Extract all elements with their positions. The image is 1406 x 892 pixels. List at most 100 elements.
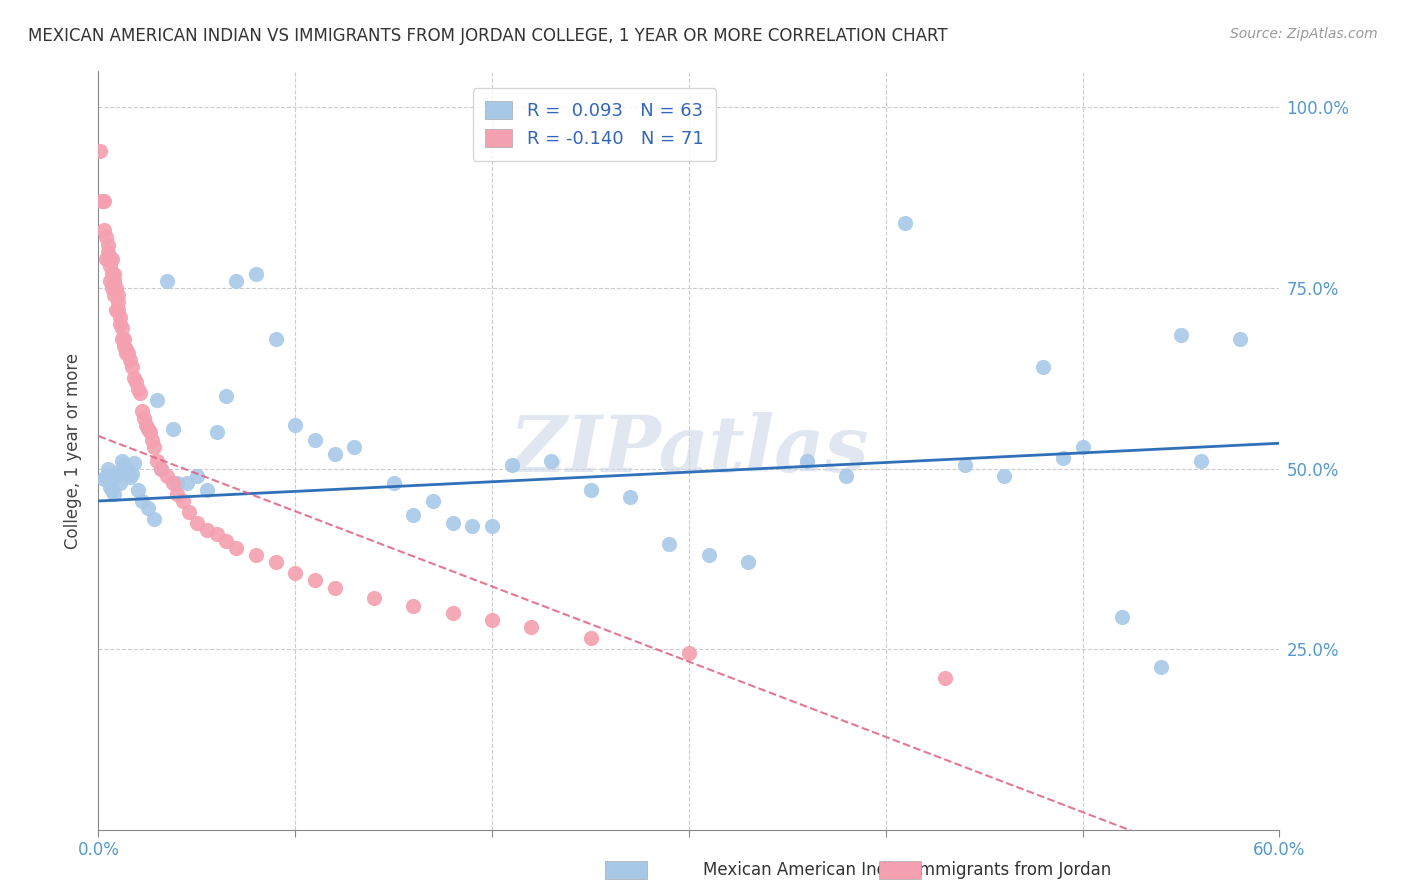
Text: Mexican American Indians: Mexican American Indians	[703, 861, 921, 879]
Point	[1189, 454, 1212, 468]
Point	[127, 382, 149, 396]
Point	[103, 288, 125, 302]
Point	[112, 339, 135, 353]
Point	[245, 267, 267, 281]
Point	[402, 508, 425, 523]
Point	[215, 533, 238, 548]
Point	[461, 519, 484, 533]
Point	[162, 422, 184, 436]
Point	[112, 332, 135, 346]
Point	[156, 468, 179, 483]
Point	[737, 555, 759, 569]
Point	[245, 548, 267, 562]
Point	[894, 216, 917, 230]
Point	[177, 505, 200, 519]
Point	[658, 537, 681, 551]
Text: Immigrants from Jordan: Immigrants from Jordan	[914, 861, 1111, 879]
Point	[108, 475, 131, 490]
Point	[96, 468, 118, 483]
Point	[117, 465, 139, 479]
Point	[1170, 327, 1192, 342]
Point	[1071, 440, 1094, 454]
Point	[481, 613, 503, 627]
Point	[128, 385, 150, 400]
Point	[162, 475, 184, 490]
Point	[136, 422, 159, 436]
Point	[186, 468, 208, 483]
Point	[205, 526, 228, 541]
Point	[225, 541, 247, 555]
Point	[579, 483, 602, 498]
Point	[176, 475, 198, 490]
Point	[101, 281, 124, 295]
Point	[195, 523, 218, 537]
Point	[122, 371, 145, 385]
Point	[402, 599, 425, 613]
Point	[993, 468, 1015, 483]
Point	[422, 494, 444, 508]
Point	[112, 458, 135, 472]
Point	[91, 194, 114, 209]
Point	[115, 461, 138, 475]
Point	[146, 454, 169, 468]
Point	[93, 223, 115, 237]
Point	[117, 346, 139, 360]
Point	[111, 454, 134, 468]
Point	[835, 468, 858, 483]
Point	[304, 574, 326, 588]
Point	[93, 472, 115, 486]
Point	[953, 458, 976, 472]
Point	[98, 479, 121, 493]
Point	[195, 483, 218, 498]
Point	[136, 501, 159, 516]
Point	[284, 566, 307, 581]
Point	[89, 144, 111, 158]
Point	[619, 491, 641, 505]
Point	[796, 454, 818, 468]
Point	[138, 425, 160, 440]
Point	[105, 302, 128, 317]
Point	[579, 631, 602, 645]
Point	[363, 591, 385, 606]
Point	[146, 392, 169, 407]
Point	[121, 467, 143, 482]
Point	[115, 346, 138, 360]
Point	[131, 494, 153, 508]
Point	[98, 260, 121, 274]
Point	[122, 456, 145, 470]
Point	[1052, 450, 1074, 465]
Point	[118, 353, 141, 368]
Point	[118, 470, 141, 484]
Text: ZIPatlas: ZIPatlas	[509, 412, 869, 489]
Point	[323, 447, 346, 461]
Point	[105, 468, 128, 483]
Point	[172, 494, 194, 508]
Point	[1032, 360, 1054, 375]
Point	[186, 516, 208, 530]
Point	[264, 555, 287, 569]
Point	[103, 487, 125, 501]
Point	[98, 274, 121, 288]
Point	[98, 252, 121, 266]
Point	[103, 274, 125, 288]
Point	[101, 267, 124, 281]
Point	[1150, 660, 1173, 674]
Point	[141, 433, 163, 447]
Point	[97, 244, 120, 259]
Point	[107, 302, 129, 317]
Point	[205, 425, 228, 440]
Point	[166, 475, 188, 490]
Point	[284, 418, 307, 433]
Point	[107, 465, 129, 479]
Point	[501, 458, 523, 472]
Point	[135, 418, 157, 433]
Point	[520, 620, 543, 634]
Legend: R =  0.093   N = 63, R = -0.140   N = 71: R = 0.093 N = 63, R = -0.140 N = 71	[472, 88, 716, 161]
Point	[215, 389, 238, 403]
Point	[111, 332, 134, 346]
Point	[264, 332, 287, 346]
Point	[1229, 332, 1251, 346]
Y-axis label: College, 1 year or more: College, 1 year or more	[65, 352, 83, 549]
Point	[93, 194, 115, 209]
Point	[441, 606, 464, 620]
